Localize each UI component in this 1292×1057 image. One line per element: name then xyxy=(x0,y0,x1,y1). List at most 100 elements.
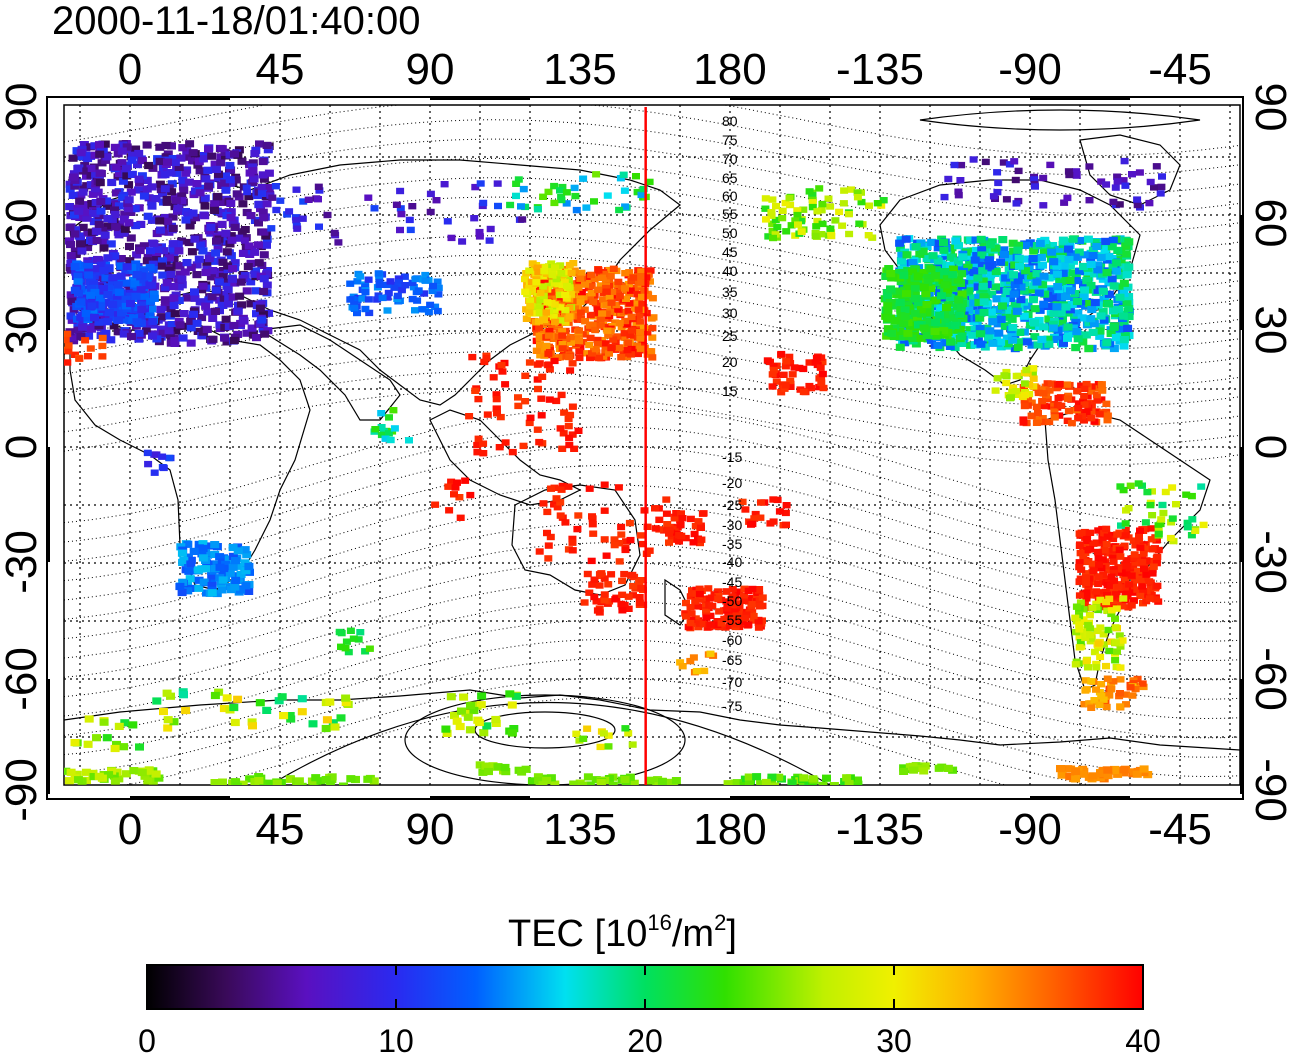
tec-cell xyxy=(193,327,203,335)
tec-cell xyxy=(170,339,180,347)
tec-cell xyxy=(927,336,936,344)
tec-cell xyxy=(349,635,358,642)
tec-cell xyxy=(473,449,482,456)
tec-cell xyxy=(465,413,474,420)
tec-cell xyxy=(134,335,144,343)
tec-cell xyxy=(1092,686,1100,693)
tec-cell xyxy=(691,615,700,622)
tec-cell xyxy=(918,247,928,256)
tec-cell xyxy=(935,311,945,319)
tec-cell xyxy=(84,715,94,723)
tec-cell xyxy=(194,255,204,263)
tec-cell xyxy=(1046,161,1055,169)
tec-cell xyxy=(121,295,131,303)
tec-cell xyxy=(257,316,267,324)
tec-cell xyxy=(620,334,629,341)
tec-cell xyxy=(221,278,230,286)
tec-cell xyxy=(543,508,552,516)
tec-cell xyxy=(540,263,549,271)
tec-cell xyxy=(558,482,567,490)
tec-cell xyxy=(99,266,109,275)
tec-cell xyxy=(1122,271,1132,279)
tec-cell xyxy=(897,257,907,265)
tec-cell xyxy=(1108,263,1118,271)
tec-cell xyxy=(70,230,80,238)
tec-cell xyxy=(540,316,548,324)
tec-cell xyxy=(721,624,730,631)
tec-cell xyxy=(175,262,185,270)
tec-cell xyxy=(215,563,225,571)
tec-cell xyxy=(1187,532,1196,539)
tec-cell xyxy=(971,341,981,349)
tec-cell xyxy=(1029,282,1039,290)
tec-cell xyxy=(881,272,891,280)
contour-label: 30 xyxy=(722,305,738,321)
tec-cell xyxy=(1094,580,1103,587)
tec-cell xyxy=(1086,315,1096,323)
tec-cell xyxy=(956,304,966,312)
tec-cell xyxy=(147,216,157,224)
tec-cell xyxy=(184,178,194,186)
tec-cell xyxy=(599,296,608,303)
tec-cell xyxy=(697,536,706,543)
tec-cell xyxy=(1103,772,1113,780)
tec-cell xyxy=(1132,770,1142,778)
tec-cell xyxy=(758,594,767,601)
tec-cell xyxy=(969,331,979,339)
tec-cell xyxy=(247,718,257,726)
tec-cell xyxy=(383,281,392,289)
tec-cell xyxy=(73,278,83,286)
tec-cell xyxy=(142,767,152,775)
tec-cell xyxy=(1065,261,1075,270)
tec-cell xyxy=(383,294,392,301)
tec-cell xyxy=(625,773,635,781)
tec-cell xyxy=(1088,561,1097,568)
tec-cell xyxy=(400,273,409,280)
tec-cell xyxy=(1096,596,1105,604)
tec-cell xyxy=(1187,492,1196,500)
tec-cell xyxy=(1015,338,1025,346)
tec-cell xyxy=(923,278,933,287)
tec-cell xyxy=(109,772,119,780)
tec-cell xyxy=(864,232,873,239)
tec-cell xyxy=(686,619,695,627)
tec-cell xyxy=(1097,681,1106,688)
tec-cell xyxy=(468,353,477,361)
tec-cell xyxy=(621,725,630,732)
tec-cell xyxy=(1116,553,1125,560)
tec-cell xyxy=(224,322,234,331)
tec-cell xyxy=(381,435,390,442)
tec-cell xyxy=(1112,267,1122,275)
tec-cell xyxy=(124,219,134,227)
tec-cell xyxy=(526,414,535,421)
tec-cell xyxy=(1080,385,1089,393)
tec-cell xyxy=(791,232,800,239)
tec-cell xyxy=(1094,574,1103,581)
tec-cell xyxy=(328,719,338,727)
tec-cell xyxy=(144,161,154,170)
tec-cell xyxy=(232,782,242,785)
tec-cell xyxy=(539,500,548,507)
tec-cell xyxy=(518,216,527,223)
tec-cell xyxy=(919,283,929,292)
tec-cell xyxy=(262,241,271,249)
tec-cell xyxy=(476,180,485,187)
tec-cell xyxy=(1072,168,1081,175)
tec-cell xyxy=(1159,509,1168,517)
tec-cell xyxy=(521,275,529,283)
tec-cell xyxy=(191,214,201,222)
tec-cell xyxy=(453,479,461,486)
tec-cell xyxy=(1145,578,1154,585)
tec-cell xyxy=(1130,577,1139,584)
tec-cell xyxy=(781,199,790,207)
tec-cell xyxy=(576,292,585,299)
tec-cell xyxy=(237,301,246,309)
tec-cell xyxy=(137,768,147,777)
tec-cell xyxy=(263,146,273,154)
tec-cell xyxy=(259,175,269,183)
contour-label: -40 xyxy=(722,554,742,570)
tec-cell xyxy=(1128,692,1137,699)
tec-cell xyxy=(1034,389,1043,397)
tec-cell xyxy=(1075,268,1084,276)
